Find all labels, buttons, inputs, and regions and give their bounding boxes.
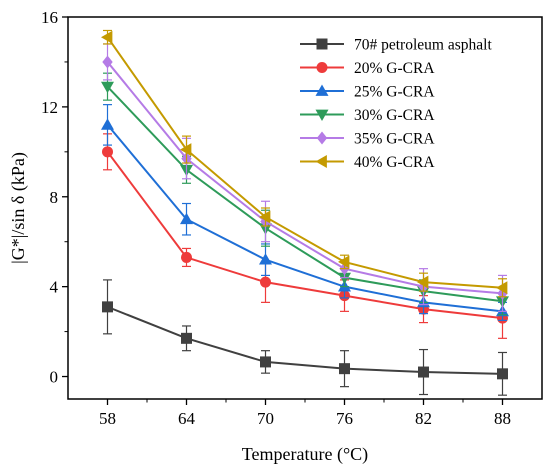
legend-marker-5 — [315, 155, 327, 168]
x-tick-label-2: 70 — [257, 409, 274, 428]
y-axis-ticks: 0 4 8 12 16 — [41, 8, 68, 387]
data-point-3-0 — [101, 81, 114, 94]
x-tick-label-3: 76 — [336, 409, 353, 428]
x-axis-ticks: 58 64 70 76 82 88 — [99, 399, 511, 428]
data-point-1-2 — [260, 276, 271, 288]
legend-label-1: 20% G-CRA — [354, 60, 435, 77]
legend-label-5: 40% G-CRA — [354, 154, 435, 171]
series-1 — [102, 133, 508, 339]
x-tick-label-0: 58 — [99, 409, 116, 428]
x-axis-title: Temperature (°C) — [242, 444, 368, 465]
y-tick-label-4: 16 — [41, 8, 58, 27]
legend-label-3: 30% G-CRA — [354, 107, 435, 124]
legend-label-4: 35% G-CRA — [354, 131, 435, 148]
series-line-1 — [106, 151, 503, 320]
x-tick-label-1: 64 — [178, 409, 196, 428]
y-axis-title: |G*|/sin δ (kPa) — [8, 152, 29, 264]
legend-marker-3 — [315, 109, 329, 121]
series-3 — [101, 72, 509, 316]
y-tick-label-2: 8 — [50, 188, 59, 207]
legend-item-1: 20% G-CRA — [300, 60, 435, 77]
series-line-5 — [106, 36, 503, 289]
series-line-2 — [106, 124, 503, 313]
legend-marker-1 — [316, 62, 328, 73]
data-point-0-0 — [102, 301, 113, 313]
data-point-5-4 — [417, 275, 429, 289]
series-line-3 — [106, 85, 503, 303]
data-point-5-0 — [101, 30, 113, 44]
data-point-0-5 — [497, 368, 508, 380]
data-point-4-0 — [102, 55, 113, 69]
x-tick-label-4: 82 — [415, 409, 432, 428]
data-point-0-4 — [418, 366, 429, 378]
data-point-3-3 — [338, 272, 351, 285]
legend-item-3: 30% G-CRA — [300, 107, 435, 124]
legend-item-5: 40% G-CRA — [300, 154, 435, 171]
legend-marker-4 — [316, 131, 328, 145]
data-point-1-0 — [102, 146, 113, 158]
data-point-5-5 — [496, 281, 508, 295]
legend-item-2: 25% G-CRA — [300, 84, 435, 101]
legend-item-4: 35% G-CRA — [300, 131, 435, 148]
data-point-2-0 — [101, 118, 114, 130]
data-point-5-1 — [180, 143, 192, 157]
data-point-0-3 — [339, 363, 350, 375]
legend-marker-0 — [316, 38, 328, 50]
data-point-1-1 — [181, 251, 192, 263]
data-point-2-1 — [180, 212, 193, 225]
data-point-5-2 — [259, 210, 271, 224]
y-tick-label-0: 0 — [50, 368, 59, 387]
legend-label-2: 25% G-CRA — [354, 84, 435, 101]
y-tick-label-3: 12 — [41, 98, 58, 117]
x-tick-label-5: 88 — [494, 409, 511, 428]
data-point-0-1 — [181, 332, 192, 344]
series-4 — [102, 43, 508, 312]
series-5 — [101, 29, 508, 298]
series-line-0 — [107, 305, 503, 375]
series-layer — [101, 29, 509, 396]
data-point-5-3 — [338, 255, 350, 269]
series-line-4 — [106, 61, 503, 295]
legend: 70# petroleum asphalt 20% G-CRA 25% G-CRA 3… — [300, 37, 492, 171]
legend-marker-2 — [315, 84, 329, 96]
y-tick-label-1: 4 — [50, 278, 59, 297]
data-point-0-2 — [260, 356, 271, 368]
legend-label-0: 70# petroleum asphalt — [354, 37, 492, 54]
legend-item-0: 70# petroleum asphalt — [300, 37, 492, 54]
data-point-2-2 — [259, 253, 272, 265]
series-0 — [102, 279, 508, 396]
plot-frame — [67, 16, 543, 400]
